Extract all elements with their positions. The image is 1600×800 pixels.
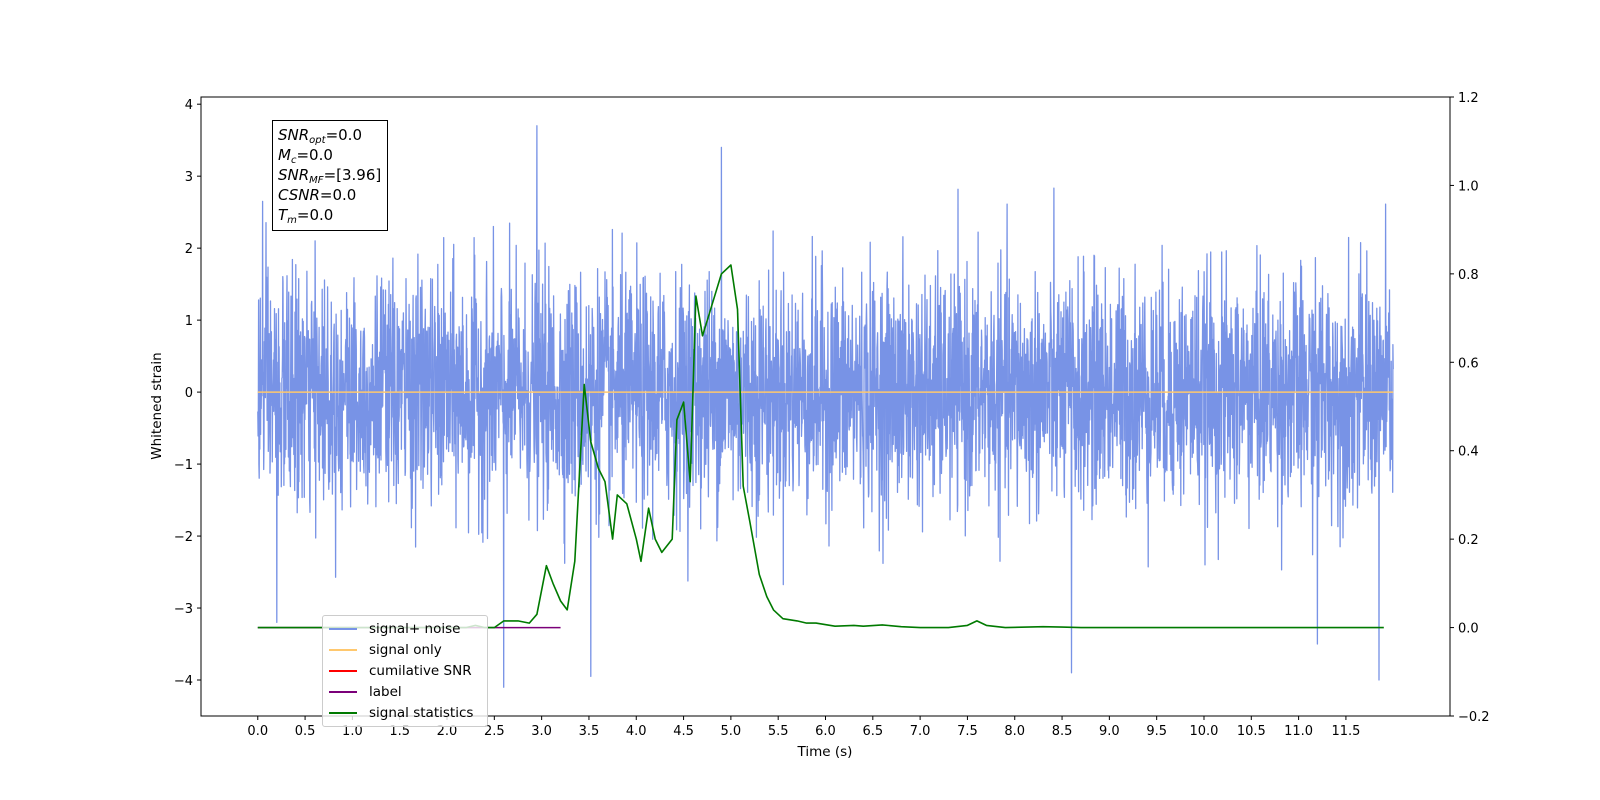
- y-right-tick-label: 1.0: [1458, 179, 1479, 194]
- y-right-tick-label: 0.0: [1458, 622, 1479, 637]
- x-tick-label: 11.5: [1331, 724, 1360, 739]
- annotation-line: Tm=0.0: [278, 205, 381, 226]
- x-tick-label: 5.5: [768, 724, 789, 739]
- y-right-tick-label: 1.2: [1458, 91, 1479, 106]
- annotation-symbol: SNR: [278, 166, 310, 184]
- annotation-box: SNRopt=0.0 Mc=0.0 SNRMF=[3.96] CSNR=0.0 Tm=0…: [272, 120, 389, 231]
- annotation-subscript: opt: [309, 135, 326, 146]
- series-signal-noise: [257, 125, 1394, 688]
- legend-item: signal+ noise: [329, 619, 483, 640]
- legend-swatch: [329, 649, 357, 652]
- x-tick-label: 10.0: [1190, 724, 1219, 739]
- x-tick-label: 8.0: [1004, 724, 1025, 739]
- y-left-tick-label: 2: [185, 242, 193, 257]
- annotation-symbol: M: [278, 146, 291, 164]
- x-tick-label: 4.5: [673, 724, 694, 739]
- y-right-tick-label: 0.4: [1458, 445, 1479, 460]
- x-tick-label: 8.5: [1052, 724, 1073, 739]
- legend-item: label: [329, 681, 483, 702]
- annotation-line: CSNR=0.0: [278, 185, 381, 205]
- y-left-tick-label: 1: [185, 314, 193, 329]
- legend: signal+ noise signal only cumilative SNR la…: [322, 615, 488, 727]
- annotation-value: =[3.96]: [323, 166, 382, 184]
- legend-item: signal statistics: [329, 702, 483, 723]
- annotation-subscript: c: [290, 155, 297, 166]
- y-axis-right: 1.2 1.0 0.8 0.6 0.4 0.2 0.0 −0.2: [1450, 91, 1490, 725]
- annotation-symbol: SNR: [278, 126, 310, 144]
- y-right-tick-label: 0.6: [1458, 356, 1479, 371]
- y-axis-label: Whitened strain: [149, 352, 165, 459]
- x-tick-label: 9.5: [1146, 724, 1167, 739]
- x-tick-label: 4.0: [626, 724, 647, 739]
- legend-item: cumilative SNR: [329, 661, 483, 682]
- annotation-subscript: m: [287, 215, 297, 226]
- x-tick-label: 2.5: [484, 724, 505, 739]
- x-tick-label: 7.0: [910, 724, 931, 739]
- x-tick-label: 7.5: [957, 724, 978, 739]
- legend-label: signal+ noise: [369, 621, 461, 638]
- x-tick-label: 1.5: [389, 724, 410, 739]
- legend-item: signal only: [329, 640, 483, 661]
- annotation-subscript: MF: [309, 175, 324, 186]
- x-tick-label: 11.0: [1284, 724, 1313, 739]
- x-tick-label: 6.5: [862, 724, 883, 739]
- legend-label: label: [369, 683, 402, 700]
- y-right-tick-label: −0.2: [1458, 710, 1490, 725]
- legend-label: signal statistics: [369, 704, 474, 721]
- x-tick-label: 9.0: [1099, 724, 1120, 739]
- y-left-tick-label: 0: [185, 386, 193, 401]
- annotation-value: =0.0: [296, 146, 333, 164]
- legend-swatch: [329, 711, 357, 714]
- annotation-value: =0.0: [296, 206, 334, 224]
- x-tick-label: 1.0: [342, 724, 363, 739]
- y-left-tick-label: −1: [174, 458, 193, 473]
- annotation-line: SNRopt=0.0: [278, 125, 381, 146]
- y-left-tick-label: −4: [174, 674, 193, 689]
- annotation-line: Mc=0.0: [278, 145, 381, 166]
- y-left-tick-label: 4: [185, 98, 193, 113]
- annotation-value: =0.0: [325, 126, 362, 144]
- x-tick-label: 3.5: [579, 724, 600, 739]
- noise-trace: [257, 125, 1394, 688]
- x-tick-label: 3.0: [531, 724, 552, 739]
- legend-swatch: [329, 669, 357, 672]
- series-signal-statistics: [257, 264, 1384, 629]
- x-tick-label: 10.5: [1237, 724, 1266, 739]
- x-axis-label: Time (s): [797, 744, 853, 760]
- x-axis: 0.0 0.5 1.0 1.5 2.0 2.5 3.0 3.5 4.0 4.5 5.0 5.5 6.0 6…: [247, 716, 1360, 739]
- legend-swatch: [329, 628, 357, 631]
- x-tick-label: 5.0: [721, 724, 742, 739]
- annotation-symbol: CSNR: [278, 186, 320, 204]
- y-right-tick-label: 0.2: [1458, 533, 1479, 548]
- y-right-tick-label: 0.8: [1458, 268, 1479, 283]
- y-axis-left: 4 3 2 1 0 −1 −2 −3 −4: [174, 98, 201, 689]
- y-left-tick-label: 3: [185, 170, 193, 185]
- legend-label: signal only: [369, 642, 442, 659]
- x-tick-label: 2.0: [437, 724, 458, 739]
- y-left-tick-label: −3: [174, 602, 193, 617]
- annotation-line: SNRMF=[3.96]: [278, 165, 382, 186]
- legend-label: cumilative SNR: [369, 662, 472, 679]
- annotation-symbol: T: [278, 206, 288, 224]
- x-tick-label: 6.0: [815, 724, 836, 739]
- y-left-tick-label: −2: [174, 530, 193, 545]
- x-tick-label: 0.0: [247, 724, 268, 739]
- annotation-value: =0.0: [319, 186, 357, 204]
- x-tick-label: 0.5: [295, 724, 316, 739]
- legend-swatch: [329, 690, 357, 693]
